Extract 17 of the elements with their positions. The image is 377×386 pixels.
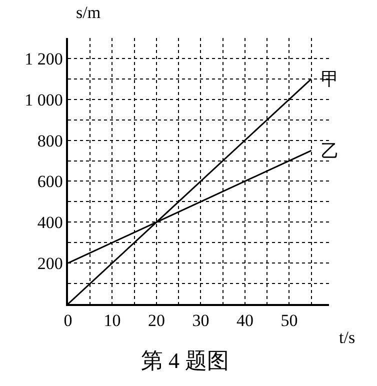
y-axis-title: s/m <box>76 3 101 22</box>
series-label: 乙 <box>321 141 339 161</box>
text: 第 4 题图 <box>141 348 229 373</box>
x-tick-label: 0 <box>64 311 72 330</box>
y-tick-label: 1 000 <box>24 90 63 110</box>
x-tick-label: 40 <box>236 311 254 330</box>
x-tick-label: 10 <box>104 311 121 330</box>
x-tick-label: 50 <box>280 311 298 330</box>
x-tick-label: 20 <box>148 311 165 330</box>
series-label: 甲 <box>321 69 339 89</box>
x-axis-title: t/s <box>339 328 356 347</box>
y-tick-label: 200 <box>37 254 63 274</box>
x-tick-label: 30 <box>192 311 210 330</box>
y-tick-label: 400 <box>37 213 63 232</box>
y-tick-label: 800 <box>37 131 63 150</box>
y-tick-label: 600 <box>37 172 63 192</box>
y-tick-label: 1 200 <box>24 49 63 68</box>
